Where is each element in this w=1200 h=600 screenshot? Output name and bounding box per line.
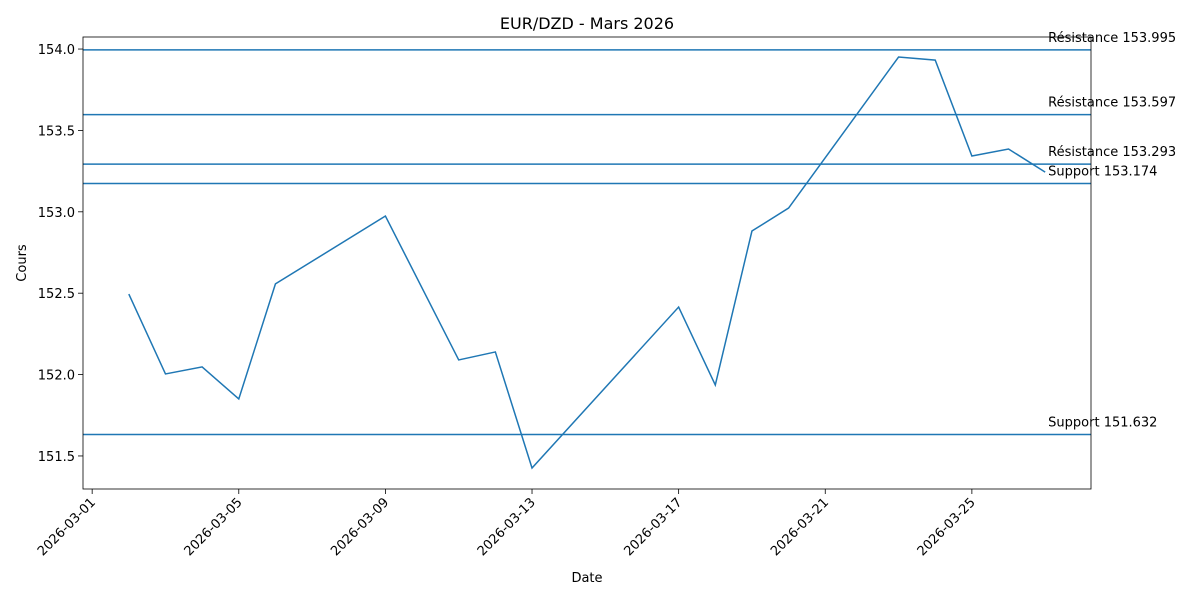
plot-frame xyxy=(82,36,1092,490)
level-label: Support 151.632 xyxy=(1048,415,1157,430)
y-tick-label: 154.0 xyxy=(38,43,75,58)
level-label: Résistance 153.597 xyxy=(1048,96,1176,111)
level-label: Résistance 153.995 xyxy=(1048,31,1176,46)
price-line xyxy=(128,56,1046,470)
chart-title: EUR/DZD - Mars 2026 xyxy=(500,14,674,33)
y-axis-label: Cours xyxy=(15,244,30,282)
level-label: Support 153.174 xyxy=(1048,164,1157,179)
y-tick-label: 152.5 xyxy=(38,287,75,302)
y-tick-label: 152.0 xyxy=(38,369,75,384)
y-tick-label: 151.5 xyxy=(38,450,75,465)
y-tick-label: 153.5 xyxy=(38,124,75,139)
x-axis-label: Date xyxy=(571,571,602,586)
y-tick-label: 153.0 xyxy=(38,206,75,221)
level-label: Résistance 153.293 xyxy=(1048,145,1176,160)
